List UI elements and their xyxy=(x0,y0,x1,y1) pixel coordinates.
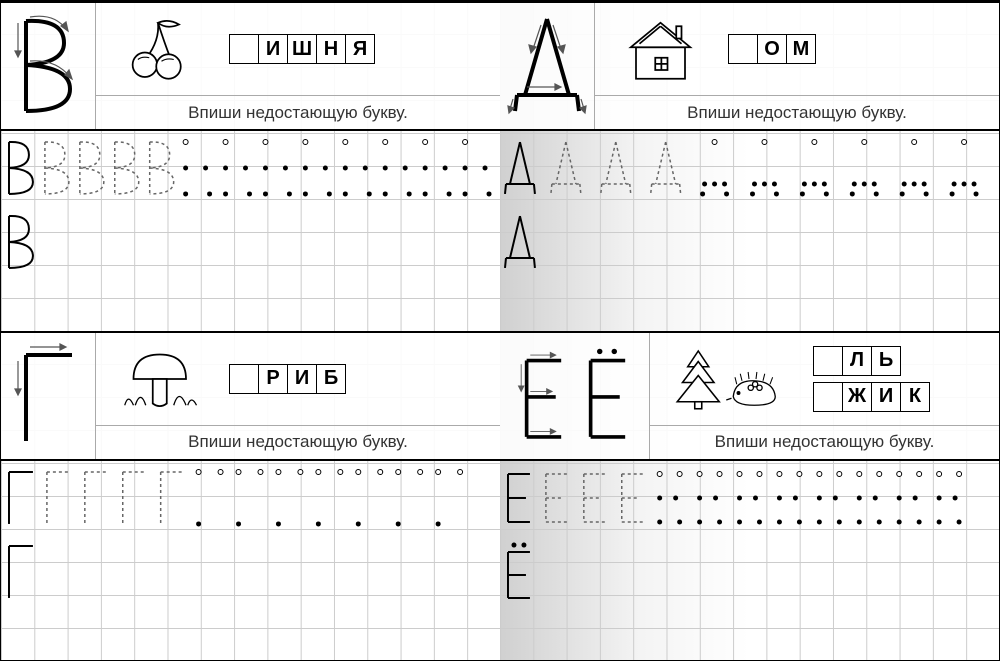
blank-box[interactable] xyxy=(229,364,259,394)
section-g: Р И Б Впиши недостающую букву. xyxy=(1,331,500,661)
section-d-trace[interactable] xyxy=(500,131,999,331)
letter-box: Ь xyxy=(871,346,901,376)
spruce-hedgehog-picture xyxy=(664,344,794,414)
letter-g-model xyxy=(1,333,96,459)
instruction-text: Впиши недостающую букву. xyxy=(595,95,999,129)
section-g-content: Р И Б Впиши недостающую букву. xyxy=(96,333,500,459)
word-vishnya[interactable]: И Ш Н Я xyxy=(230,34,375,64)
letter-box: Ш xyxy=(287,34,317,64)
instruction-text: Впиши недостающую букву. xyxy=(96,95,500,129)
section-v: И Ш Н Я Впиши недостающую букву. xyxy=(1,1,500,331)
letter-box: И xyxy=(258,34,288,64)
blank-box[interactable] xyxy=(229,34,259,64)
letter-box: Ж xyxy=(842,382,872,412)
house-picture xyxy=(609,14,709,84)
letters-eyo-model xyxy=(500,333,650,459)
trace-row-2[interactable] xyxy=(1,209,500,275)
section-v-top: И Ш Н Я xyxy=(96,3,500,95)
section-d-top: О М xyxy=(595,3,999,95)
blank-box[interactable] xyxy=(728,34,758,64)
section-g-trace[interactable] xyxy=(1,461,500,661)
section-d-header: О М Впиши недостающую букву. xyxy=(500,1,999,131)
letter-box: Я xyxy=(345,34,375,64)
worksheet-page: И Ш Н Я Впиши недостающую букву. xyxy=(0,0,1000,661)
trace-row-1[interactable] xyxy=(1,135,500,201)
letter-box: Р xyxy=(258,364,288,394)
trace-row-2[interactable] xyxy=(500,209,999,275)
letter-box: Б xyxy=(316,364,346,394)
blank-box[interactable] xyxy=(813,346,843,376)
trace-row-2[interactable] xyxy=(500,539,999,605)
mushroom-picture xyxy=(110,344,210,414)
letter-box: Н xyxy=(316,34,346,64)
trace-row-1[interactable] xyxy=(1,465,500,531)
cherry-picture xyxy=(110,14,210,84)
section-eyo-trace[interactable] xyxy=(500,461,999,661)
section-eyo-top: Л Ь Ж И К xyxy=(650,333,999,425)
letter-box: И xyxy=(871,382,901,412)
section-d: О М Впиши недостающую букву. xyxy=(500,1,999,331)
letter-box: М xyxy=(786,34,816,64)
section-g-header: Р И Б Впиши недостающую букву. xyxy=(1,331,500,461)
word-ezhik[interactable]: Ж И К xyxy=(814,382,930,412)
word-grib[interactable]: Р И Б xyxy=(230,364,346,394)
word-el[interactable]: Л Ь xyxy=(814,346,930,376)
blank-box[interactable] xyxy=(813,382,843,412)
trace-row-1[interactable] xyxy=(500,135,999,201)
right-column: О М Впиши недостающую букву. xyxy=(500,1,999,660)
section-d-content: О М Впиши недостающую букву. xyxy=(595,3,999,129)
letter-v-model xyxy=(1,3,96,129)
word-dom[interactable]: О М xyxy=(729,34,816,64)
section-v-content: И Ш Н Я Впиши недостающую букву. xyxy=(96,3,500,129)
letter-box: К xyxy=(900,382,930,412)
section-g-top: Р И Б xyxy=(96,333,500,425)
section-eyo-header: Л Ь Ж И К Впиши недостающую букву. xyxy=(500,331,999,461)
letter-box: О xyxy=(757,34,787,64)
letter-box: Л xyxy=(842,346,872,376)
trace-row-1[interactable] xyxy=(500,465,999,531)
letter-d-model xyxy=(500,3,595,129)
section-v-header: И Ш Н Я Впиши недостающую букву. xyxy=(1,1,500,131)
section-v-trace[interactable] xyxy=(1,131,500,331)
trace-row-2[interactable] xyxy=(1,539,500,605)
left-column: И Ш Н Я Впиши недостающую букву. xyxy=(1,1,500,660)
section-eyo-content: Л Ь Ж И К Впиши недостающую букву. xyxy=(650,333,999,459)
section-eyo: Л Ь Ж И К Впиши недостающую букву. xyxy=(500,331,999,661)
words-eyo: Л Ь Ж И К xyxy=(814,346,930,412)
instruction-text: Впиши недостающую букву. xyxy=(650,425,999,459)
instruction-text: Впиши недостающую букву. xyxy=(96,425,500,459)
letter-box: И xyxy=(287,364,317,394)
